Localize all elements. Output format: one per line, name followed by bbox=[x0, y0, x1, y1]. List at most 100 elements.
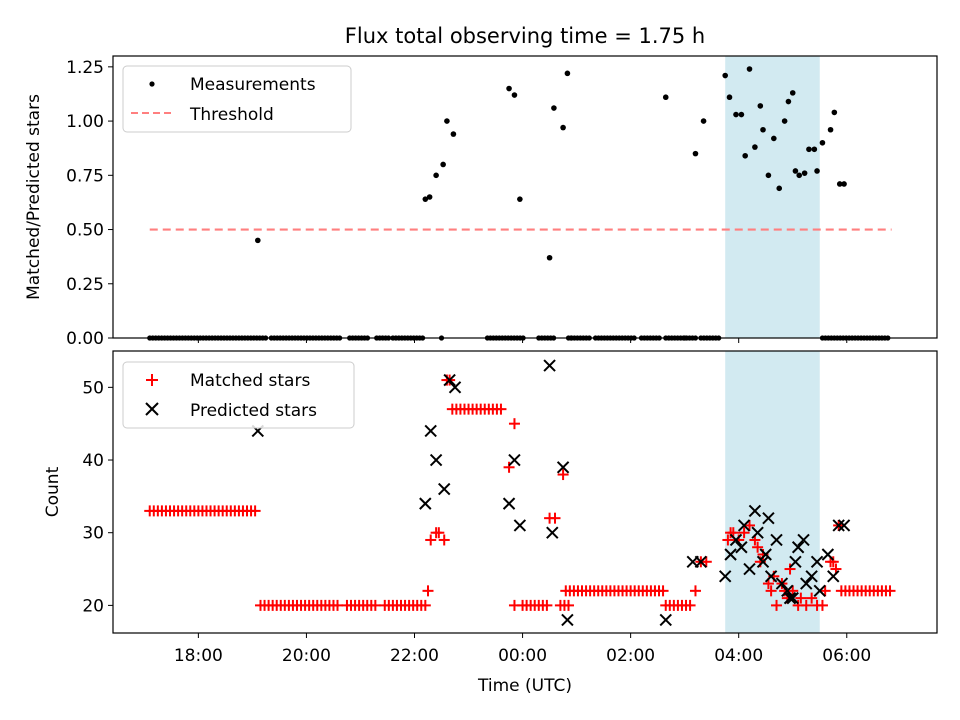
predicted-star-marker bbox=[556, 461, 570, 474]
predicted-star-marker bbox=[805, 570, 818, 583]
matched-star-marker bbox=[738, 527, 750, 539]
cross-arm bbox=[837, 519, 851, 532]
y-tick-label: 0.50 bbox=[66, 221, 104, 241]
x-tick-label: 02:00 bbox=[606, 646, 655, 666]
measurement-point bbox=[692, 150, 699, 157]
cross-arm bbox=[813, 584, 826, 598]
y-tick-label: 0.25 bbox=[66, 275, 104, 295]
ratio-axes-frame bbox=[112, 55, 938, 339]
counts-plot-area bbox=[144, 359, 896, 627]
predicted-star-marker bbox=[724, 548, 737, 561]
matched-star-marker bbox=[771, 599, 783, 611]
x-tick-label: 06:00 bbox=[822, 646, 871, 666]
x-tick-label: 18:00 bbox=[174, 646, 223, 666]
predicted-star-marker bbox=[764, 570, 778, 583]
cross-arm bbox=[659, 613, 672, 627]
measurement-point bbox=[506, 85, 512, 92]
cross-arm bbox=[762, 511, 775, 525]
y-tick-label: 1.00 bbox=[66, 112, 104, 132]
predicted-star-marker bbox=[821, 548, 835, 561]
cross-arm bbox=[775, 577, 789, 590]
cross-arm bbox=[724, 548, 737, 561]
predicted-star-marker bbox=[424, 424, 437, 438]
legend-matched-marker bbox=[146, 374, 158, 386]
counts-y-label: Count bbox=[43, 466, 63, 517]
cross-arm bbox=[718, 570, 732, 583]
y-tick-label: 30 bbox=[82, 524, 104, 544]
cross-arm bbox=[546, 526, 559, 539]
measurement-point bbox=[760, 126, 766, 133]
matched-star-marker bbox=[419, 599, 431, 611]
measurement-point bbox=[450, 131, 457, 137]
matched-star-marker bbox=[752, 541, 764, 553]
matched-star-marker bbox=[249, 505, 261, 517]
predicted-star-marker bbox=[729, 533, 743, 547]
measurement-point bbox=[827, 126, 834, 133]
measurement-point bbox=[733, 111, 739, 118]
cross-arm bbox=[694, 555, 708, 568]
predicted-star-marker bbox=[694, 555, 708, 568]
cross-arm bbox=[764, 570, 778, 583]
matched-star-marker bbox=[549, 512, 561, 524]
measurement-point bbox=[560, 124, 566, 131]
cross-arm bbox=[424, 424, 437, 438]
matched-star-marker bbox=[657, 585, 669, 597]
measurement-point bbox=[819, 139, 826, 146]
predicted-star-marker bbox=[735, 541, 748, 554]
predicted-star-marker bbox=[429, 453, 443, 467]
counts-axes-frame bbox=[112, 350, 938, 634]
measurement-point bbox=[836, 181, 843, 187]
predicted-star-marker bbox=[783, 591, 797, 605]
cross-arm bbox=[756, 555, 770, 568]
x-axis-label: Time (UTC) bbox=[477, 676, 572, 696]
measurement-point bbox=[746, 66, 753, 72]
measurement-point bbox=[765, 172, 772, 179]
cross-arm bbox=[419, 497, 432, 510]
predicted-star-marker bbox=[751, 526, 764, 539]
y-tick-label: 0.00 bbox=[66, 329, 104, 349]
predicted-star-marker bbox=[438, 482, 451, 496]
predicted-star-marker bbox=[748, 504, 762, 518]
predicted-star-marker bbox=[737, 519, 751, 532]
measurement-point bbox=[785, 98, 792, 105]
cross-arm bbox=[800, 577, 813, 590]
predicted-star-marker bbox=[419, 497, 432, 510]
matched-star-marker bbox=[700, 556, 712, 568]
counts-y-axis: 20 30 40 50 bbox=[82, 378, 113, 616]
cross-arm bbox=[508, 453, 521, 467]
measurement-point bbox=[722, 72, 728, 79]
matched-star-marker bbox=[819, 585, 831, 597]
cross-arm bbox=[438, 482, 451, 496]
cross-arm bbox=[543, 359, 556, 372]
cross-arm bbox=[743, 562, 756, 576]
measurement-point bbox=[742, 152, 748, 159]
x-tick-label: 22:00 bbox=[390, 646, 439, 666]
cross-arm bbox=[729, 533, 743, 547]
measurement-point bbox=[426, 194, 433, 200]
y-tick-label: 20 bbox=[82, 596, 104, 616]
predicted-star-marker bbox=[448, 381, 462, 394]
cross-arm bbox=[783, 591, 797, 605]
measurement-point bbox=[771, 135, 777, 142]
cross-arm bbox=[789, 555, 802, 568]
matched-star-marker bbox=[784, 563, 796, 575]
y-tick-label: 50 bbox=[82, 378, 104, 398]
predicted-star-marker bbox=[781, 584, 794, 598]
predicted-star-marker bbox=[508, 453, 521, 467]
matched-star-marker bbox=[884, 585, 896, 597]
cross-arm bbox=[751, 526, 764, 539]
measurement-point bbox=[738, 111, 745, 118]
measurement-point bbox=[511, 92, 518, 98]
predicted-star-marker bbox=[762, 511, 775, 525]
cross-arm bbox=[735, 541, 748, 554]
matched-star-marker bbox=[422, 585, 434, 597]
matched-star-marker bbox=[795, 592, 807, 604]
predicted-star-marker bbox=[502, 497, 516, 510]
cross-arm bbox=[748, 504, 762, 518]
measurement-point bbox=[440, 161, 446, 168]
measurement-point bbox=[546, 254, 553, 261]
predicted-star-marker bbox=[791, 541, 805, 554]
cross-arm bbox=[770, 533, 783, 547]
matched-star-marker bbox=[438, 534, 450, 546]
